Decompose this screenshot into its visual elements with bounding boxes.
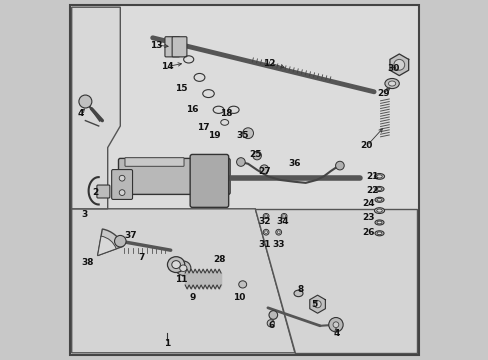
Circle shape (114, 235, 126, 247)
Circle shape (313, 301, 321, 308)
Text: 15: 15 (175, 84, 187, 93)
Ellipse shape (238, 281, 246, 288)
Text: 6: 6 (268, 321, 274, 330)
Text: 5: 5 (311, 300, 317, 309)
Text: 26: 26 (362, 228, 374, 237)
Ellipse shape (376, 188, 381, 190)
Ellipse shape (387, 81, 395, 86)
Polygon shape (72, 209, 294, 353)
Text: 34: 34 (275, 217, 288, 226)
Ellipse shape (167, 257, 184, 273)
Wedge shape (98, 236, 116, 256)
Text: 16: 16 (185, 105, 198, 114)
FancyBboxPatch shape (97, 185, 110, 198)
Circle shape (119, 190, 125, 195)
Circle shape (252, 151, 261, 160)
Text: 23: 23 (362, 213, 374, 222)
Circle shape (328, 318, 343, 332)
Ellipse shape (376, 232, 381, 235)
Ellipse shape (374, 186, 383, 192)
Text: 2: 2 (92, 188, 98, 197)
Text: 19: 19 (207, 130, 220, 139)
Text: 1: 1 (163, 339, 170, 348)
Text: 14: 14 (161, 62, 173, 71)
Polygon shape (72, 7, 120, 209)
Text: 24: 24 (362, 199, 374, 208)
Ellipse shape (376, 198, 381, 201)
Ellipse shape (384, 78, 399, 89)
Ellipse shape (264, 215, 267, 217)
Text: 4: 4 (78, 109, 84, 118)
Text: 30: 30 (387, 64, 399, 73)
Ellipse shape (263, 229, 268, 235)
Circle shape (268, 311, 277, 319)
Circle shape (332, 322, 338, 328)
Circle shape (266, 320, 274, 327)
Text: 37: 37 (124, 231, 137, 240)
Wedge shape (98, 229, 123, 256)
Text: 33: 33 (272, 240, 285, 249)
Text: 8: 8 (297, 285, 303, 294)
Ellipse shape (282, 215, 285, 217)
Text: 18: 18 (220, 109, 232, 118)
Ellipse shape (374, 174, 384, 179)
Text: 4: 4 (332, 328, 339, 338)
Circle shape (260, 165, 268, 174)
Circle shape (119, 175, 125, 181)
Text: 25: 25 (248, 150, 261, 159)
Circle shape (236, 158, 244, 166)
Ellipse shape (179, 265, 186, 271)
Text: 11: 11 (175, 274, 187, 284)
Circle shape (393, 59, 404, 70)
Ellipse shape (376, 209, 382, 212)
FancyBboxPatch shape (190, 154, 228, 207)
Text: 28: 28 (213, 255, 225, 264)
Ellipse shape (264, 231, 267, 234)
Ellipse shape (277, 231, 280, 234)
Circle shape (335, 161, 344, 170)
Text: 7: 7 (139, 253, 145, 262)
FancyBboxPatch shape (164, 37, 179, 57)
Ellipse shape (293, 290, 303, 297)
FancyBboxPatch shape (125, 158, 183, 166)
Text: 3: 3 (81, 210, 87, 219)
Polygon shape (389, 54, 408, 76)
Text: 12: 12 (263, 58, 275, 68)
Circle shape (79, 95, 92, 108)
Ellipse shape (374, 208, 384, 213)
Ellipse shape (374, 231, 383, 236)
Ellipse shape (374, 220, 383, 225)
Ellipse shape (175, 261, 190, 275)
Ellipse shape (275, 229, 281, 235)
Text: 22: 22 (366, 186, 378, 195)
FancyBboxPatch shape (172, 37, 186, 57)
Text: 35: 35 (236, 130, 248, 139)
Text: 27: 27 (258, 166, 270, 175)
FancyBboxPatch shape (118, 158, 230, 194)
Circle shape (242, 128, 253, 139)
Ellipse shape (376, 175, 382, 178)
Text: 36: 36 (288, 159, 301, 168)
Ellipse shape (281, 213, 286, 219)
Text: 38: 38 (81, 258, 94, 267)
Text: 21: 21 (366, 172, 378, 181)
Text: 10: 10 (232, 292, 245, 302)
Text: 17: 17 (196, 123, 209, 132)
Text: 32: 32 (258, 217, 270, 226)
Text: 20: 20 (360, 141, 372, 150)
Text: 9: 9 (189, 292, 195, 302)
Ellipse shape (171, 261, 180, 269)
Text: 31: 31 (258, 240, 270, 249)
Ellipse shape (263, 213, 268, 219)
Text: 29: 29 (376, 89, 388, 98)
Ellipse shape (374, 197, 383, 202)
Polygon shape (309, 295, 325, 313)
Ellipse shape (376, 221, 381, 224)
Text: 13: 13 (150, 40, 162, 49)
Polygon shape (255, 209, 416, 353)
FancyBboxPatch shape (111, 170, 132, 199)
